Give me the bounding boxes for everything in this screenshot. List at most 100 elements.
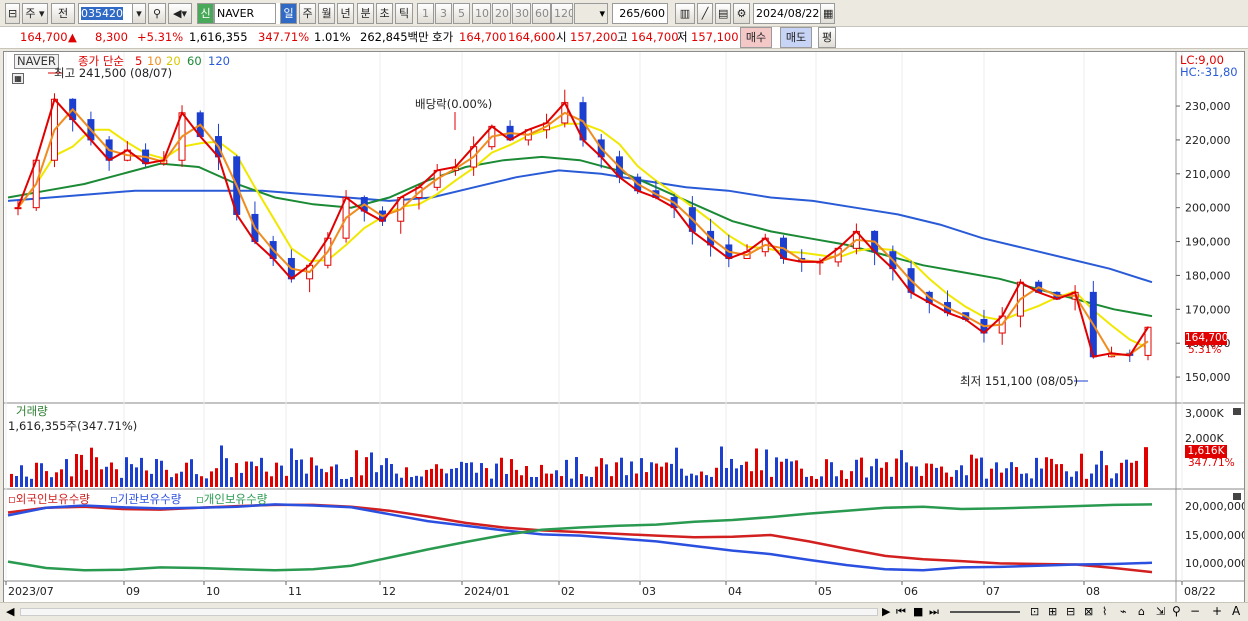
period-day[interactable]: 일 [280, 3, 297, 24]
interval-30[interactable]: 30 [512, 3, 531, 24]
volume-bar [755, 448, 758, 487]
holdings-close-icon[interactable] [1233, 493, 1241, 500]
tool-icon-5[interactable]: ⌇ [1102, 605, 1108, 618]
gear-icon[interactable]: ⚙ [733, 3, 750, 24]
interval-10[interactable]: 10 [472, 3, 491, 24]
chart-area[interactable]: 230,000 220,000 210,000 200,000 190,000 180,0… [3, 51, 1248, 604]
save-icon[interactable]: ▤ [715, 3, 731, 24]
tool-icon-1[interactable]: ⊡ [1030, 605, 1040, 618]
zoom-icon[interactable]: ⚲ [1172, 604, 1181, 618]
date-field[interactable]: 2024/08/22 [753, 3, 821, 24]
volume-bar [130, 464, 133, 487]
volume-bar [1115, 473, 1118, 487]
scroll-right-icon[interactable]: ▶ [882, 605, 891, 618]
first-icon[interactable]: ⏮ [896, 605, 906, 618]
font-icon[interactable]: A [1232, 604, 1241, 618]
eval-button[interactable]: 평 [818, 27, 836, 48]
interval-3[interactable]: 3 [435, 3, 452, 24]
code-dropdown-icon[interactable]: ▾ [132, 3, 146, 24]
sell-button[interactable]: 매도 [780, 27, 812, 48]
tool-icon-4[interactable]: ⊠ [1084, 605, 1094, 618]
interval-20[interactable]: 20 [492, 3, 511, 24]
volume-bar [475, 472, 478, 487]
volume-bar [230, 477, 233, 487]
interval-1[interactable]: 1 [417, 3, 434, 24]
volume-bar [795, 460, 798, 487]
kind-select[interactable]: 전 [51, 3, 75, 24]
sound-icon[interactable]: ◀▾ [168, 3, 192, 24]
scroll-left-icon[interactable]: ◀ [6, 605, 15, 618]
low-price: 157,100 [691, 30, 739, 44]
price-change: 8,300 [95, 30, 128, 44]
volume-bar [765, 449, 768, 487]
period-month[interactable]: 월 [318, 3, 335, 24]
layout-icon[interactable]: ⊟ [5, 3, 20, 24]
volume: 1,616,355 [189, 30, 248, 44]
amount: 262,845백만 [360, 30, 429, 44]
volume-bar [210, 471, 213, 487]
volume-bar [590, 476, 593, 487]
volume-bar [25, 476, 28, 487]
period-minute[interactable]: 분 [357, 3, 374, 24]
volume-bar [805, 476, 808, 487]
search-icon[interactable]: ⚲ [148, 3, 166, 24]
period-week[interactable]: 주 [299, 3, 316, 24]
chart-svg[interactable]: 230,000 220,000 210,000 200,000 190,000 180,0… [4, 52, 1248, 603]
scrollbar-track[interactable] [20, 608, 878, 616]
volume-bar [685, 475, 688, 487]
period-tick[interactable]: 틱 [395, 3, 413, 24]
tool-icon-3[interactable]: ⊟ [1066, 605, 1076, 618]
code-input[interactable]: 035420 [78, 3, 146, 24]
volume-bar [560, 476, 563, 487]
volume-bar [790, 461, 793, 487]
period-year[interactable]: 년 [337, 3, 354, 24]
buy-button[interactable]: 매수 [740, 27, 772, 48]
tool-icon-2[interactable]: ⊞ [1048, 605, 1058, 618]
volume-bar [170, 477, 173, 487]
volume-bar [1095, 464, 1098, 487]
interval-120[interactable]: 120 [551, 3, 573, 24]
high-price: 164,700 [631, 30, 679, 44]
tool-icon-7[interactable]: ⌂ [1138, 605, 1145, 618]
volume-bar [610, 476, 613, 487]
zoom-out-icon[interactable]: − [1190, 604, 1201, 618]
stop-icon[interactable]: ■ [913, 605, 924, 618]
table-icon[interactable]: ▦ [12, 73, 24, 84]
period-second[interactable]: 초 [376, 3, 393, 24]
price-axis-label: 170,000 [1185, 303, 1231, 316]
volume-bar [325, 472, 328, 487]
calendar-icon[interactable]: ▦ [820, 3, 835, 24]
zoom-slider[interactable] [950, 611, 1020, 613]
volume-bar [355, 450, 358, 487]
ma10-legend: 10 [147, 54, 162, 68]
volume-bar [1105, 465, 1108, 487]
volume-bar [740, 464, 743, 487]
volume-bar [100, 469, 103, 487]
stock-name-field[interactable]: NAVER [214, 3, 276, 24]
volume-bar [190, 459, 193, 487]
volume-bar [470, 462, 473, 487]
volume-bar [1090, 473, 1093, 487]
draw-icon[interactable]: ╱ [697, 3, 713, 24]
interval-5[interactable]: 5 [453, 3, 470, 24]
chart-type-icon[interactable]: ▥ [675, 3, 695, 24]
volume-bar [1010, 462, 1013, 487]
volume-close-icon[interactable] [1233, 408, 1241, 415]
low-label: 저 [677, 30, 688, 44]
x-axis-label: 04 [728, 585, 742, 598]
tool-icon-6[interactable]: ⌁ [1120, 605, 1127, 618]
x-axis-label: 07 [986, 585, 1000, 598]
volume-bar [605, 464, 608, 487]
last-icon[interactable]: ⏭ [929, 605, 939, 618]
market-select[interactable]: 주 ▾ [22, 3, 48, 24]
volume-bar [15, 475, 18, 487]
tool-icon-8[interactable]: ⇲ [1156, 605, 1166, 618]
zoom-in-icon[interactable]: + [1212, 604, 1223, 618]
interval-dropdown[interactable]: ▾ [574, 3, 608, 24]
interval-60[interactable]: 60 [532, 3, 551, 24]
count-field[interactable]: 265/600 [612, 3, 668, 24]
volume-bar [415, 475, 418, 487]
volume-bar [1100, 450, 1103, 487]
volume-bar [810, 476, 813, 487]
volume-bar [315, 465, 318, 487]
